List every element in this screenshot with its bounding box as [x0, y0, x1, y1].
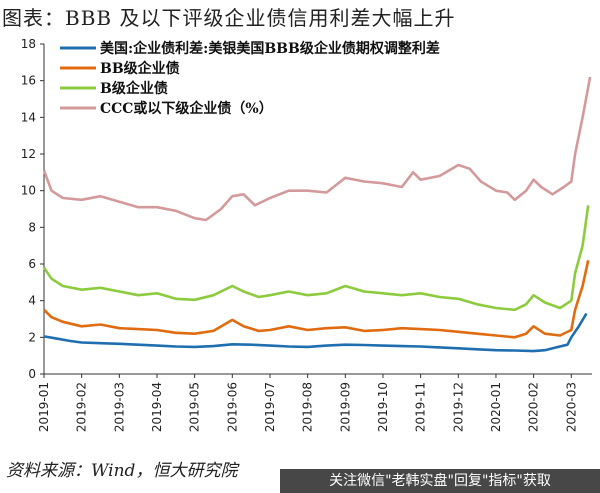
x-tick-label: 2019-04 [150, 382, 164, 432]
y-tick-label: 14 [21, 110, 36, 124]
x-tick-label: 2019-08 [301, 382, 315, 432]
legend-label-1: BB级企业债 [100, 60, 180, 77]
x-tick-label: 2019-07 [263, 382, 277, 432]
x-tick-label: 2019-12 [451, 382, 465, 432]
y-tick-label: 18 [21, 37, 36, 51]
x-tick-label: 2019-03 [112, 382, 126, 432]
x-axis: 2019-01 2019-02 2019-03 2019-04 2019-05 2019-… [37, 373, 592, 432]
x-tick-label: 2019-06 [225, 382, 239, 432]
y-tick-label: 6 [28, 257, 36, 271]
x-tick-label: 2020-02 [527, 382, 541, 432]
series-line-2 [42, 205, 590, 312]
x-tick-label: 2019-01 [37, 382, 51, 432]
x-tick-label: 2019-02 [75, 382, 89, 432]
y-axis: 0 2 4 6 8 10 12 14 16 18 [21, 37, 45, 381]
source-note: 资料来源：Wind，恒大研究院 [6, 461, 238, 481]
series-line-0 [43, 312, 588, 353]
x-tick-label: 2019-05 [188, 382, 202, 432]
y-tick-label: 10 [21, 184, 36, 198]
y-tick-label: 8 [28, 220, 36, 234]
x-tick-label: 2019-10 [376, 382, 390, 432]
series-lines [42, 76, 592, 353]
series-line-1 [43, 260, 590, 339]
x-tick-label: 2020-03 [564, 382, 578, 432]
y-tick-label: 4 [28, 294, 36, 308]
legend-label-3: CCC或以下级企业债（%） [100, 100, 273, 117]
watermark-banner: 关注微信"老韩实盘"回复"指标"获取 [280, 469, 600, 493]
x-tick-label: 2019-11 [414, 382, 428, 432]
legend-label-0: 美国:企业债利差:美银美国BBB级企业债期权调整利差 [100, 40, 440, 57]
x-tick-label: 2020-01 [489, 382, 503, 432]
chart-title: 图表：BBB 及以下评级企业债信用利差大幅上升 [2, 6, 456, 30]
y-tick-label: 2 [28, 330, 36, 344]
y-tick-label: 0 [28, 367, 36, 381]
series-line-3 [42, 76, 592, 222]
legend-label-2: B级企业债 [100, 80, 168, 97]
x-tick-label: 2019-09 [338, 382, 352, 432]
y-tick-label: 16 [21, 74, 36, 88]
legend: 美国:企业债利差:美银美国BBB级企业债期权调整利差 BB级企业债 B级企业债 CCC… [60, 40, 440, 117]
y-tick-label: 12 [21, 147, 36, 161]
